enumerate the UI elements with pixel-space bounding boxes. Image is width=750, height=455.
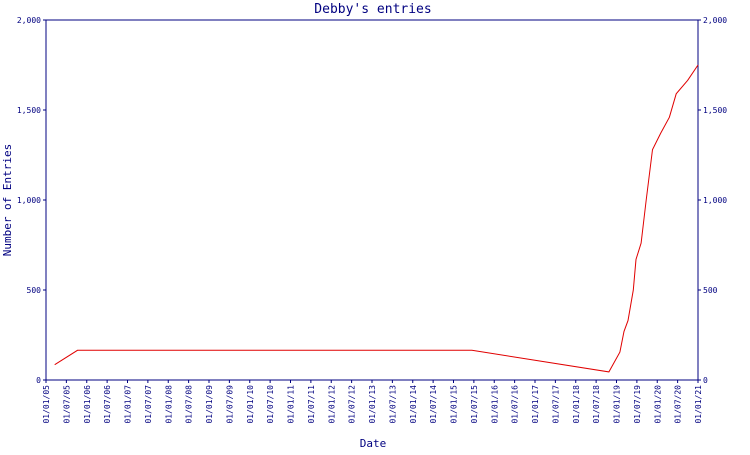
x-tick-label: 01/01/21	[694, 385, 703, 424]
x-tick-label: 01/07/06	[103, 385, 112, 424]
x-tick-label: 01/07/19	[633, 385, 642, 424]
y-axis-left: 0 500 1,000 1,500 2,000	[17, 16, 46, 385]
x-tick-label: 01/01/05	[42, 385, 51, 424]
x-tick-label: 01/01/08	[164, 385, 173, 424]
y-tick-label-right: 1,500	[703, 106, 727, 115]
chart-title: Debby's entries	[314, 2, 431, 17]
x-tick-label: 01/01/13	[368, 385, 377, 424]
x-tick-label: 01/01/06	[83, 385, 92, 424]
x-axis-label: Date	[360, 437, 387, 450]
y-axis-label: Number of Entries	[1, 144, 14, 257]
x-axis: 01/01/05 01/07/05 01/01/06 01/07/06 01/01/07…	[42, 380, 703, 424]
x-tick-label: 01/07/20	[674, 385, 683, 424]
x-tick-label: 01/01/18	[572, 385, 581, 424]
y-tick-label-left: 500	[27, 286, 42, 295]
y-tick-label-left: 1,000	[17, 196, 41, 205]
x-tick-label: 01/01/20	[653, 385, 662, 424]
x-tick-label: 01/01/19	[613, 385, 622, 424]
y-tick-label-left: 2,000	[17, 16, 41, 25]
x-tick-label: 01/07/18	[592, 385, 601, 424]
x-tick-label: 01/07/10	[266, 385, 275, 424]
y-axis-right: 0 500 1,000 1,500 2,000	[698, 16, 727, 385]
x-tick-label: 01/07/14	[429, 385, 438, 424]
x-tick-label: 01/07/05	[62, 385, 71, 424]
y-tick-label-right: 0	[703, 376, 708, 385]
x-tick-label: 01/01/11	[287, 385, 296, 424]
y-tick-label-left: 0	[36, 376, 41, 385]
x-tick-label: 01/07/17	[551, 385, 560, 424]
x-tick-label: 01/07/11	[307, 385, 316, 424]
x-tick-label: 01/01/17	[531, 385, 540, 424]
plot-frame	[45, 19, 699, 381]
x-tick-label: 01/01/15	[450, 385, 459, 424]
x-tick-label: 01/07/15	[470, 385, 479, 424]
x-tick-label: 01/07/13	[388, 385, 397, 424]
series-layer	[54, 64, 699, 373]
y-tick-label-right: 1,000	[703, 196, 727, 205]
x-tick-label: 01/01/07	[124, 385, 133, 424]
x-tick-label: 01/07/09	[225, 385, 234, 424]
x-tick-label: 01/01/14	[409, 385, 418, 424]
y-tick-label-right: 500	[703, 286, 718, 295]
x-tick-label: 01/01/10	[246, 385, 255, 424]
series-line	[54, 64, 699, 373]
x-tick-label: 01/07/07	[144, 385, 153, 424]
x-tick-label: 01/01/09	[205, 385, 214, 424]
x-tick-label: 01/07/16	[511, 385, 520, 424]
y-tick-label-right: 2,000	[703, 16, 727, 25]
x-tick-label: 01/07/12	[348, 385, 357, 424]
x-tick-label: 01/01/12	[327, 385, 336, 424]
y-tick-label-left: 1,500	[17, 106, 41, 115]
x-tick-label: 01/07/08	[185, 385, 194, 424]
x-tick-label: 01/01/16	[490, 385, 499, 424]
